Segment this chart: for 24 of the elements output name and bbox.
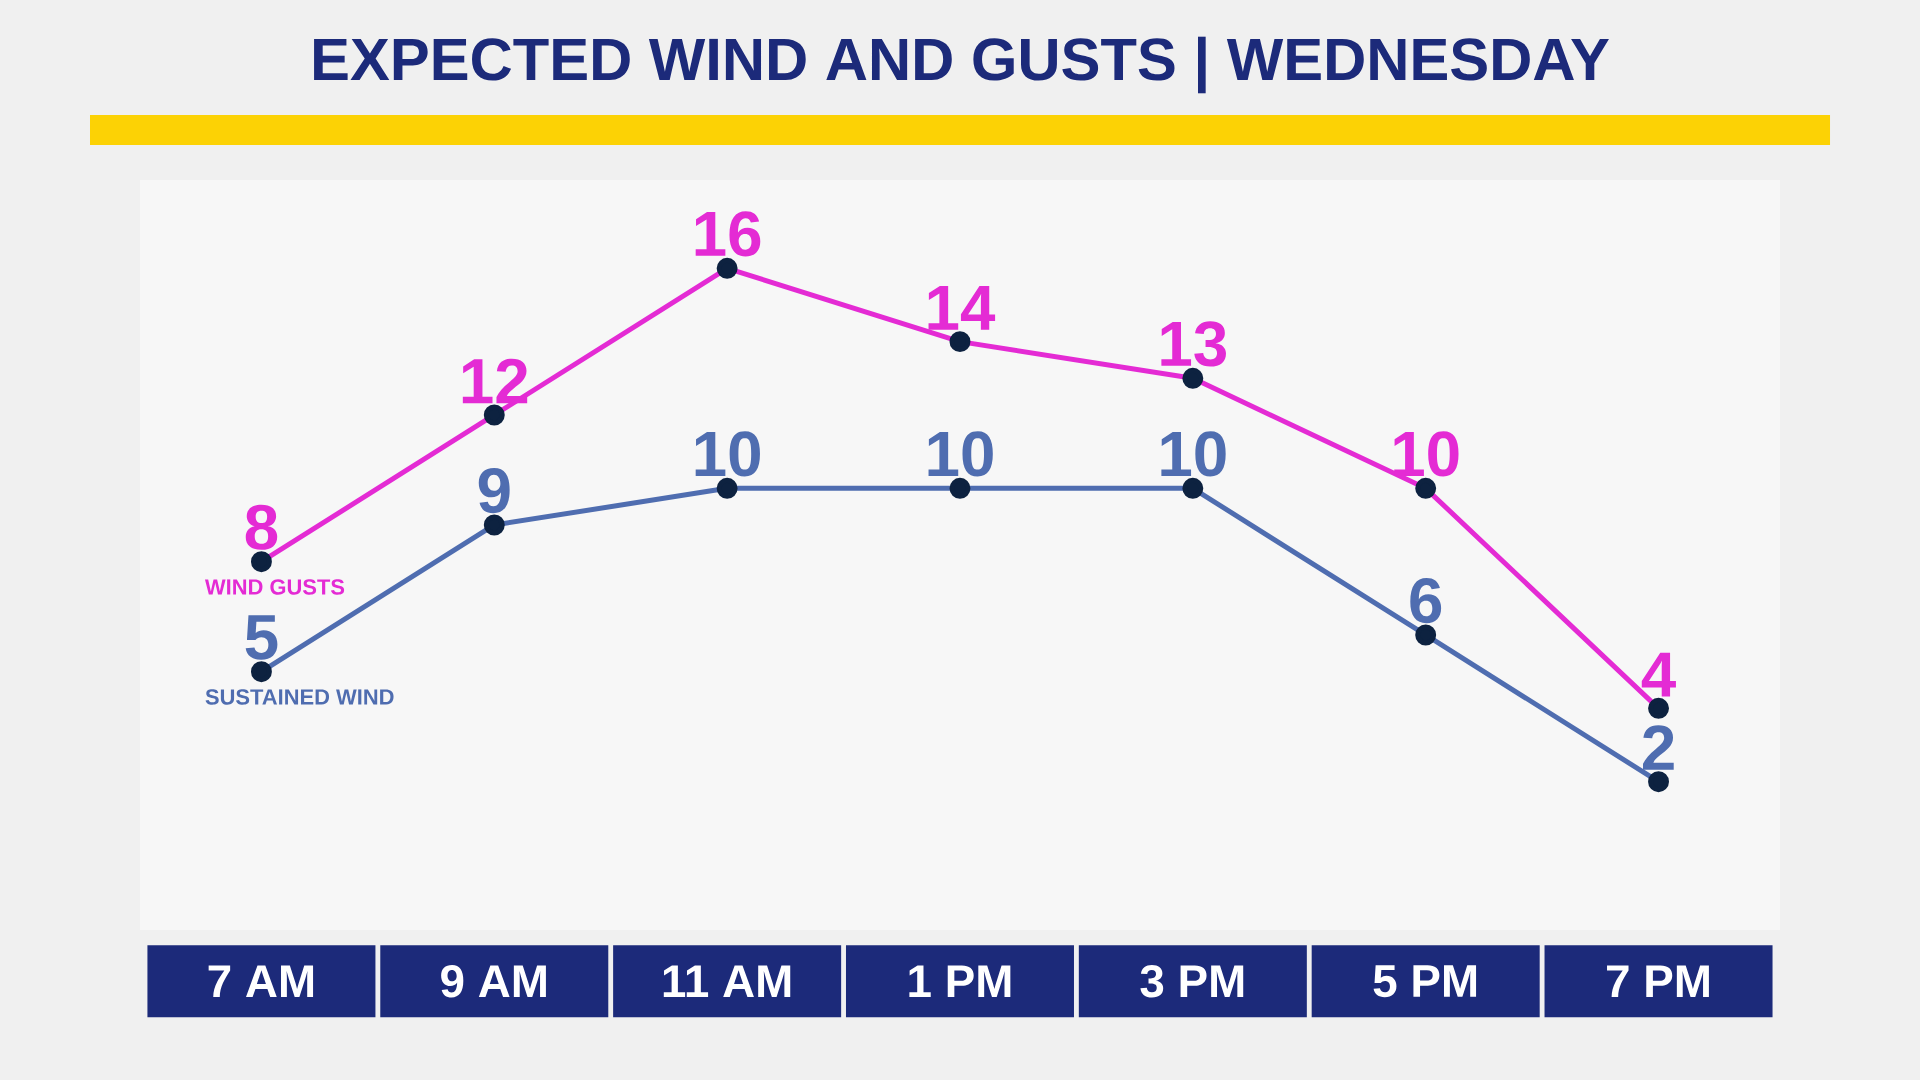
x-tick-label: 3 PM — [1140, 964, 1244, 998]
series-label: WIND GUSTS — [204, 579, 345, 595]
x-tick-label: 7 AM — [208, 965, 314, 997]
x-tick-label: 11 AM — [663, 965, 791, 997]
data-label: 4 — [1641, 652, 1676, 697]
data-label: 10 — [1394, 431, 1459, 477]
data-label: 9 — [478, 468, 510, 514]
data-label: 10 — [695, 431, 760, 477]
data-label: 16 — [695, 211, 761, 257]
data-label: 13 — [1161, 321, 1226, 367]
x-tick-label: 9 AM — [441, 964, 546, 998]
data-label: 10 — [928, 431, 993, 477]
chart-title: EXPECTED WIND AND GUSTS | WEDNESDAY — [314, 36, 1609, 94]
data-label: 10 — [1161, 431, 1226, 477]
data-label: 6 — [1410, 578, 1442, 624]
x-tick-label: 7 PM — [1607, 965, 1709, 997]
data-label: 5 — [245, 615, 278, 660]
data-label: 12 — [462, 358, 528, 404]
data-label: 2 — [1643, 725, 1674, 770]
series-label: SUSTAINED WIND — [205, 689, 394, 705]
data-label: 14 — [928, 285, 996, 330]
x-tick-label: 5 PM — [1373, 965, 1477, 998]
x-tick-label: 1 PM — [909, 965, 1011, 997]
data-label: 8 — [245, 504, 278, 550]
